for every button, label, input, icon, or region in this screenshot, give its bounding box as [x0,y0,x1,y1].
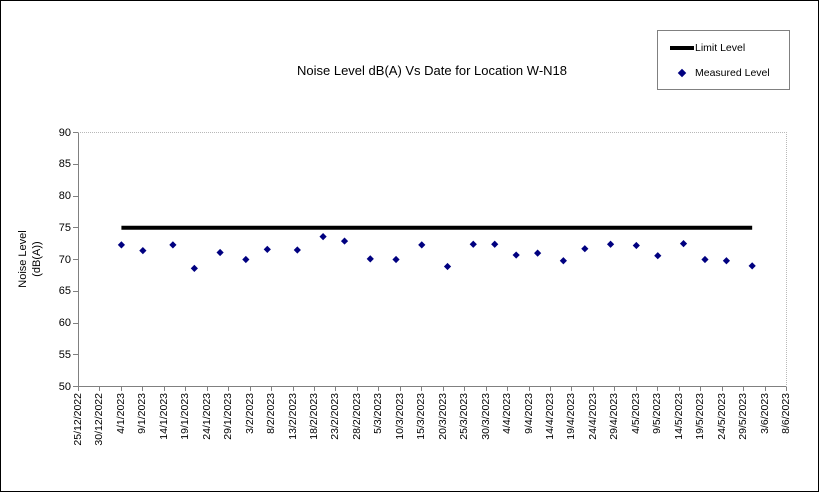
measured-data-point [654,252,662,260]
legend-label: Limit Level [695,41,746,54]
x-tick-mark [228,387,230,391]
measured-data-point [679,240,688,248]
measured-data-point [117,241,126,249]
x-tick-mark [592,387,594,391]
measured-data-point [559,257,567,265]
y-tick-mark [73,386,78,387]
x-tick-mark [485,387,487,391]
measured-data-point [139,247,147,255]
y-tick-label: 70 [58,253,71,266]
y-tick-mark [73,163,78,165]
measured-data-point [340,237,349,245]
measured-data-point [366,255,374,263]
x-tick-mark [120,387,122,391]
measured-data-point [418,241,426,249]
measured-data-point [319,233,327,241]
x-tick-mark [99,387,101,391]
x-tick-mark [163,387,165,391]
y-tick-label: 80 [58,190,71,202]
y-axis-line [78,132,79,387]
y-tick-label: 65 [58,285,71,298]
x-tick-mark [249,387,251,391]
x-tick-mark [442,387,444,391]
measured-data-point [263,245,271,253]
y-tick-label: 90 [58,126,71,139]
x-tick-mark [314,387,315,391]
x-tick-mark [271,387,273,391]
measured-data-point [722,257,731,265]
x-tick-mark [142,387,144,391]
x-tick-mark [507,387,509,391]
x-tick-mark [700,387,702,391]
x-tick-mark [78,387,79,391]
measured-data-point [581,245,589,253]
x-tick-mark [335,387,337,391]
x-tick-mark [635,387,637,391]
measured-data-point [606,240,615,248]
measured-data-point [293,246,301,254]
measured-data-point [701,255,709,264]
x-tick-mark [421,387,423,391]
y-tick-mark [73,227,78,229]
measured-data-point [512,251,520,259]
measured-data-point [748,262,756,270]
measured-data-point [242,255,250,264]
y-tick-mark [73,290,78,292]
y-tick-label: 50 [58,380,71,393]
y-tick-mark [73,354,78,356]
x-tick-mark [571,387,573,391]
legend-item-limit-level: Limit Level [670,42,789,54]
y-tick-label: 60 [58,317,71,329]
x-tick-mark [786,387,787,391]
y-tick-label: 85 [58,158,71,171]
y-tick-mark [73,322,78,324]
x-tick-mark [743,387,745,391]
plot-area-top-border [78,132,787,133]
measured-data-point [169,241,177,249]
x-tick-mark [464,387,466,391]
x-tick-mark [764,387,766,391]
x-tick-mark [399,387,401,391]
x-tick-mark [356,387,358,391]
legend-item-measured-level: Measured Level [670,67,789,79]
measured-data-point [190,264,198,272]
legend-label: Measured Level [695,66,770,79]
x-tick-mark [206,387,208,391]
measured-data-point [216,248,224,257]
plot-area-right-border [786,132,787,387]
measured-data-point [443,262,452,271]
x-tick-mark [185,387,187,391]
measured-data-point [491,240,499,248]
limit-line-marker-icon [670,45,694,50]
x-tick-mark [678,387,680,391]
y-tick-mark [73,259,78,260]
x-tick-mark [528,387,530,391]
x-axis-line [78,386,787,387]
x-tick-mark [614,387,616,391]
y-tick-mark [73,195,78,197]
chart-title: Noise Level dB(A) Vs Date for Location W… [297,63,567,78]
measured-data-point [632,241,640,250]
x-tick-mark [292,387,294,391]
y-tick-mark [73,132,78,133]
x-tick-mark [721,387,723,391]
measured-data-point [392,255,400,264]
y-tick-label: 75 [58,221,71,234]
x-tick-mark [657,387,659,391]
x-tick-mark [378,387,380,391]
measured-data-point [534,249,542,257]
legend: Limit Level Measured Level [657,30,790,90]
y-tick-label: 55 [58,348,71,361]
measured-data-point [469,240,477,248]
x-tick-mark [550,387,551,391]
